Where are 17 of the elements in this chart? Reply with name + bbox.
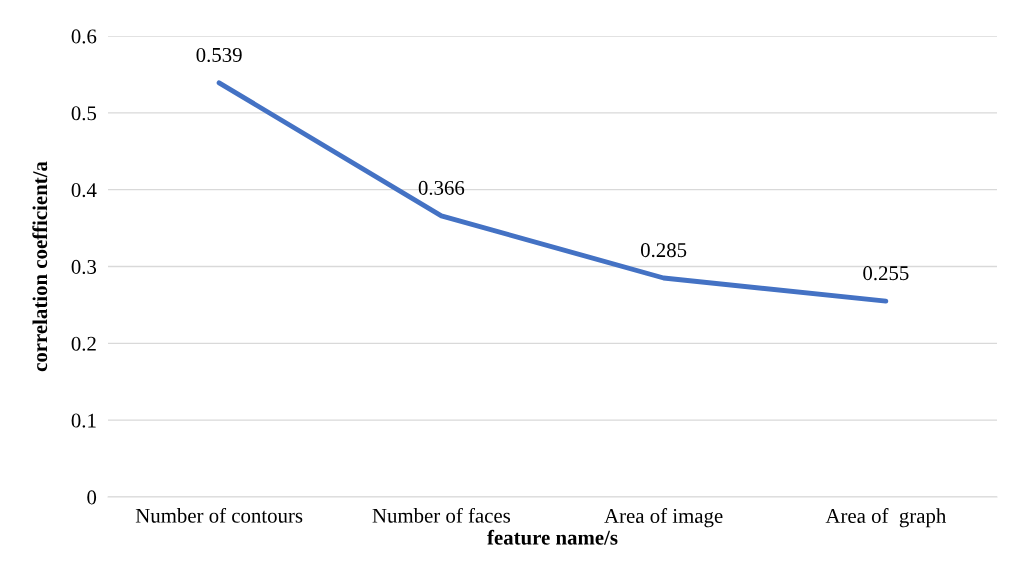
x-tick-label: Area of image — [604, 508, 723, 528]
y-tick-label: 0.2 — [71, 336, 96, 351]
y-axis-title: correlation coefficient/a — [32, 161, 48, 372]
x-axis-title: feature name/s — [487, 529, 618, 545]
y-tick-label: 0.4 — [71, 183, 97, 198]
y-tick-label: 0 — [87, 490, 97, 505]
y-tick-label: 0.6 — [71, 29, 97, 44]
data-label: 0.255 — [863, 266, 909, 281]
y-tick-label: 0.1 — [71, 413, 96, 428]
x-tick-label: Number of faces — [372, 507, 511, 523]
y-tick-label: 0.5 — [71, 106, 97, 121]
data-label: 0.366 — [418, 180, 465, 195]
x-tick-label: Area of graph — [825, 508, 947, 528]
y-tick-label: 0.3 — [71, 259, 97, 275]
data-label: 0.285 — [640, 243, 687, 258]
x-tick-label: Number of contours — [135, 507, 303, 523]
data-label: 0.539 — [196, 47, 242, 63]
